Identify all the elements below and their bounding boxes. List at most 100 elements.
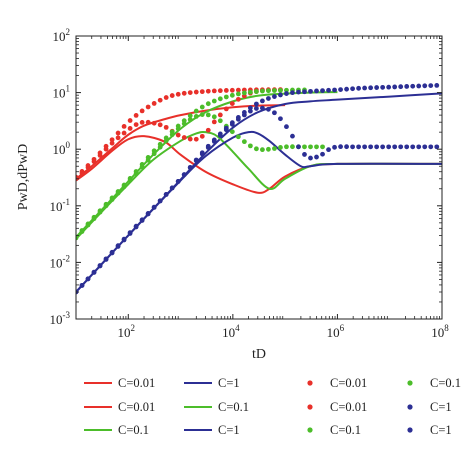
series-point	[332, 87, 337, 93]
series-point	[422, 83, 428, 89]
series-point	[308, 88, 313, 94]
series-point	[127, 177, 133, 183]
series-point	[211, 98, 217, 104]
series-point	[392, 84, 398, 90]
y-tick-label: 10-2	[50, 253, 71, 270]
series-point	[410, 144, 416, 150]
legend-item: C=0.01	[84, 376, 155, 390]
series-point	[181, 90, 187, 96]
y-tick-label: 101	[53, 84, 71, 101]
series-point	[145, 119, 151, 125]
series-point	[290, 90, 295, 96]
series-point	[374, 85, 380, 90]
series-point	[284, 124, 289, 130]
series-point	[211, 119, 217, 125]
legend-label: C=1	[218, 423, 240, 437]
series-point	[344, 86, 349, 92]
series-point	[223, 94, 229, 100]
series-point	[205, 88, 211, 94]
series-point	[133, 171, 139, 177]
series-point	[79, 283, 85, 288]
series-point	[133, 112, 139, 118]
series-point	[235, 116, 241, 122]
legend-label: C=0.01	[330, 376, 367, 390]
series-point	[199, 151, 205, 157]
legend-dot-swatch	[407, 404, 413, 410]
series-point	[181, 172, 187, 178]
x-tick-label: 108	[431, 323, 449, 340]
series-point	[253, 146, 259, 152]
legend-item: C=0.1	[184, 400, 249, 414]
series-point	[121, 130, 127, 136]
series-point	[157, 144, 163, 150]
series-point	[272, 146, 277, 151]
series-point	[235, 96, 241, 102]
series-point	[109, 197, 115, 202]
series-point	[211, 114, 217, 120]
series-line-6	[76, 130, 442, 293]
legend-label: C=0.1	[118, 423, 149, 437]
series-point	[163, 138, 169, 144]
series-point	[199, 104, 205, 110]
series-point	[247, 143, 253, 149]
legend-label: C=1	[218, 376, 240, 390]
series-point	[217, 88, 223, 94]
series-point	[139, 120, 145, 125]
series-point	[199, 89, 205, 95]
series-point	[193, 136, 199, 142]
series-point	[386, 84, 392, 90]
series-point	[380, 84, 386, 90]
series-point	[109, 140, 115, 146]
series-point	[229, 101, 235, 106]
series-point	[241, 112, 247, 118]
series-point	[356, 144, 361, 150]
series-point	[85, 222, 91, 228]
series-point	[91, 159, 97, 164]
series-point	[157, 97, 163, 103]
series-point	[320, 144, 325, 150]
series-point	[187, 165, 193, 171]
series-point	[85, 165, 91, 170]
legend-label: C=1	[430, 400, 452, 414]
series-point	[109, 250, 115, 256]
series-point	[368, 85, 374, 91]
series-point	[187, 113, 193, 119]
series-point	[416, 144, 422, 150]
series-point	[91, 216, 97, 222]
series-point	[272, 110, 277, 116]
series-point	[103, 203, 109, 209]
series-point	[217, 96, 223, 102]
series-point	[217, 118, 223, 124]
series-point	[217, 133, 223, 138]
legend-dot-swatch	[307, 380, 313, 386]
legend-item: C=0.1	[307, 423, 361, 437]
y-tick-label: 10-1	[50, 197, 71, 214]
series-point	[302, 144, 307, 150]
series-point	[260, 105, 265, 111]
series-point	[97, 209, 103, 215]
legend: C=0.01 C=0.01 C=0.1 C=1 C=0.1 C=1 C=0.01 C=0.01…	[84, 376, 461, 437]
series-point	[223, 88, 229, 93]
series-point	[428, 144, 434, 150]
legend-item: C=0.01	[307, 376, 367, 390]
series-point	[253, 106, 259, 111]
plot-frame	[75, 35, 443, 320]
series-point	[205, 127, 211, 133]
legend-item: C=0.1	[84, 423, 149, 437]
series-point	[326, 87, 331, 93]
series-point	[121, 184, 127, 190]
series-point	[235, 134, 241, 140]
series-point	[187, 90, 193, 95]
series-point	[278, 87, 283, 93]
series-point	[404, 84, 410, 89]
series-point	[290, 144, 295, 150]
series-point	[272, 94, 277, 99]
series-point	[103, 146, 109, 152]
series-point	[199, 133, 205, 139]
y-tick-label: 102	[53, 27, 71, 44]
series-point	[416, 83, 422, 89]
series-point	[247, 105, 253, 111]
series-point	[169, 132, 175, 138]
series-point	[175, 91, 181, 97]
